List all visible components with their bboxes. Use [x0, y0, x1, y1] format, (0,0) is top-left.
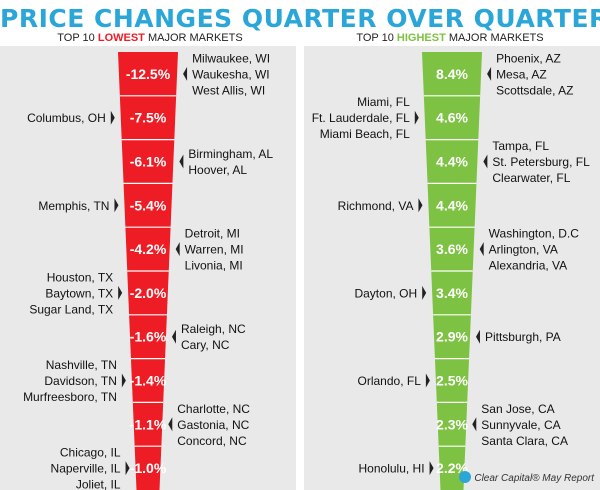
- pointer-right-icon: [125, 461, 130, 476]
- highest-city-label: Miami, FL: [357, 95, 410, 109]
- highest-value-label: 4.6%: [436, 110, 468, 126]
- lowest-value-label: -12.5%: [126, 66, 171, 82]
- lowest-city-label: Murfreesboro, TN: [23, 390, 117, 404]
- lowest-city-label: Waukesha, WI: [192, 67, 270, 81]
- lowest-city-label: Columbus, OH: [27, 111, 106, 125]
- highest-subtitle: TOP 10 HIGHEST MAJOR MARKETS: [300, 32, 600, 44]
- highest-city-label: Phoenix, AZ: [496, 51, 561, 65]
- highest-subtitle-highlight: HIGHEST: [396, 32, 446, 44]
- lowest-city-label: Davidson, TN: [44, 374, 116, 388]
- lowest-value-label: -4.2%: [130, 241, 167, 257]
- pointer-right-icon: [114, 198, 119, 213]
- source-credit-text: Clear Capital® May Report: [474, 473, 594, 484]
- page-title: PRICE CHANGES QUARTER OVER QUARTER: [0, 4, 600, 33]
- lowest-subtitle-prefix: TOP 10: [57, 32, 98, 44]
- lowest-value-label: -1.4%: [130, 373, 167, 389]
- pointer-left-icon: [175, 242, 180, 257]
- pointer-left-icon: [479, 242, 484, 257]
- highest-value-label: 2.9%: [436, 329, 468, 345]
- clear-capital-logo-icon: [459, 471, 472, 483]
- pointer-left-icon: [483, 154, 488, 169]
- lowest-city-label: Charlotte, NC: [177, 402, 250, 416]
- highest-city-label: Dayton, OH: [354, 286, 417, 300]
- highest-value-label: 2.3%: [436, 416, 468, 432]
- highest-city-label: Sunnyvale, CA: [481, 418, 560, 432]
- pointer-right-icon: [429, 461, 434, 476]
- lowest-city-label: Sugar Land, TX: [29, 302, 113, 316]
- highest-city-label: Honolulu, HI: [359, 462, 425, 476]
- lowest-city-label: Cary, NC: [181, 338, 230, 352]
- highest-value-label: 3.6%: [436, 241, 468, 257]
- highest-subtitle-prefix: TOP 10: [356, 32, 397, 44]
- highest-city-label: Santa Clara, CA: [481, 434, 568, 448]
- highest-city-label: Ft. Lauderdale, FL: [312, 111, 410, 125]
- highest-value-label: 8.4%: [436, 66, 468, 82]
- highest-value-label: 2.5%: [436, 373, 468, 389]
- highest-city-label: Pittsburgh, PA: [485, 330, 561, 344]
- highest-city-label: Arlington, VA: [489, 243, 558, 257]
- lowest-city-label: Milwaukee, WI: [192, 51, 270, 65]
- lowest-city-label: Hoover, AL: [188, 163, 247, 177]
- pointer-left-icon: [183, 66, 188, 81]
- lowest-value-label: -7.5%: [130, 110, 167, 126]
- lowest-city-label: Raleigh, NC: [181, 322, 246, 336]
- lowest-city-label: Chicago, IL: [60, 446, 121, 460]
- lowest-city-label: Warren, MI: [185, 243, 244, 257]
- pointer-left-icon: [171, 329, 176, 344]
- highest-city-label: Richmond, VA: [338, 199, 414, 213]
- lowest-city-label: Detroit, MI: [185, 227, 240, 241]
- highest-city-label: Scottsdale, AZ: [496, 83, 573, 97]
- pointer-right-icon: [418, 198, 423, 213]
- highest-city-label: Mesa, AZ: [496, 67, 547, 81]
- pointer-right-icon: [110, 110, 115, 125]
- highest-city-label: San Jose, CA: [481, 402, 554, 416]
- lowest-city-label: Concord, NC: [177, 434, 247, 448]
- lowest-value-label: -1.1%: [130, 416, 167, 432]
- lowest-city-label: Houston, TX: [47, 270, 113, 284]
- lowest-value-label: -1.6%: [130, 329, 167, 345]
- lowest-city-label: Nashville, TN: [46, 358, 117, 372]
- highest-value-label: 3.4%: [436, 285, 468, 301]
- lowest-value-label: -2.0%: [130, 285, 167, 301]
- lowest-city-label: Baytown, TX: [45, 286, 113, 300]
- highest-city-label: Clearwater, FL: [492, 171, 570, 185]
- lowest-city-label: Birmingham, AL: [188, 147, 273, 161]
- lowest-subtitle-suffix: MAJOR MARKETS: [144, 32, 243, 44]
- pointer-left-icon: [475, 329, 480, 344]
- pointer-right-icon: [414, 110, 419, 125]
- highest-city-label: Orlando, FL: [358, 374, 422, 388]
- lowest-city-label: Livonia, MI: [185, 259, 243, 273]
- highest-value-label: 4.4%: [436, 154, 468, 170]
- source-credit: Clear Capital® May Report: [459, 471, 594, 484]
- lowest-city-label: Naperville, IL: [51, 462, 121, 476]
- highest-city-label: Alexandria, VA: [489, 259, 568, 273]
- lowest-value-label: -1.0%: [130, 460, 167, 476]
- price-change-chart: -12.5% Milwaukee, WI Waukesha, WI West Alli…: [23, 51, 590, 490]
- pointer-right-icon: [121, 373, 126, 388]
- lowest-city-label: West Allis, WI: [192, 83, 265, 97]
- highest-city-label: Miami Beach, FL: [320, 127, 410, 141]
- lowest-value-label: -5.4%: [130, 197, 167, 213]
- pointer-left-icon: [472, 417, 477, 432]
- lowest-city-label: Joliet, IL: [76, 478, 121, 490]
- highest-subtitle-suffix: MAJOR MARKETS: [445, 32, 544, 44]
- pointer-left-icon: [168, 417, 173, 432]
- highest-city-label: St. Petersburg, FL: [492, 155, 590, 169]
- pointer-right-icon: [422, 285, 427, 300]
- lowest-city-label: Memphis, TN: [38, 199, 109, 213]
- pointer-left-icon: [179, 154, 184, 169]
- highest-value-label: 4.4%: [436, 197, 468, 213]
- highest-city-label: Washington, D.C: [489, 227, 580, 241]
- pointer-right-icon: [118, 285, 123, 300]
- pointer-right-icon: [425, 373, 430, 388]
- lowest-subtitle-highlight: LOWEST: [97, 32, 145, 44]
- lowest-city-label: Gastonia, NC: [177, 418, 249, 432]
- lowest-subtitle: TOP 10 LOWEST MAJOR MARKETS: [0, 32, 300, 44]
- pointer-left-icon: [487, 66, 492, 81]
- lowest-value-label: -6.1%: [130, 154, 167, 170]
- highest-city-label: Tampa, FL: [492, 139, 549, 153]
